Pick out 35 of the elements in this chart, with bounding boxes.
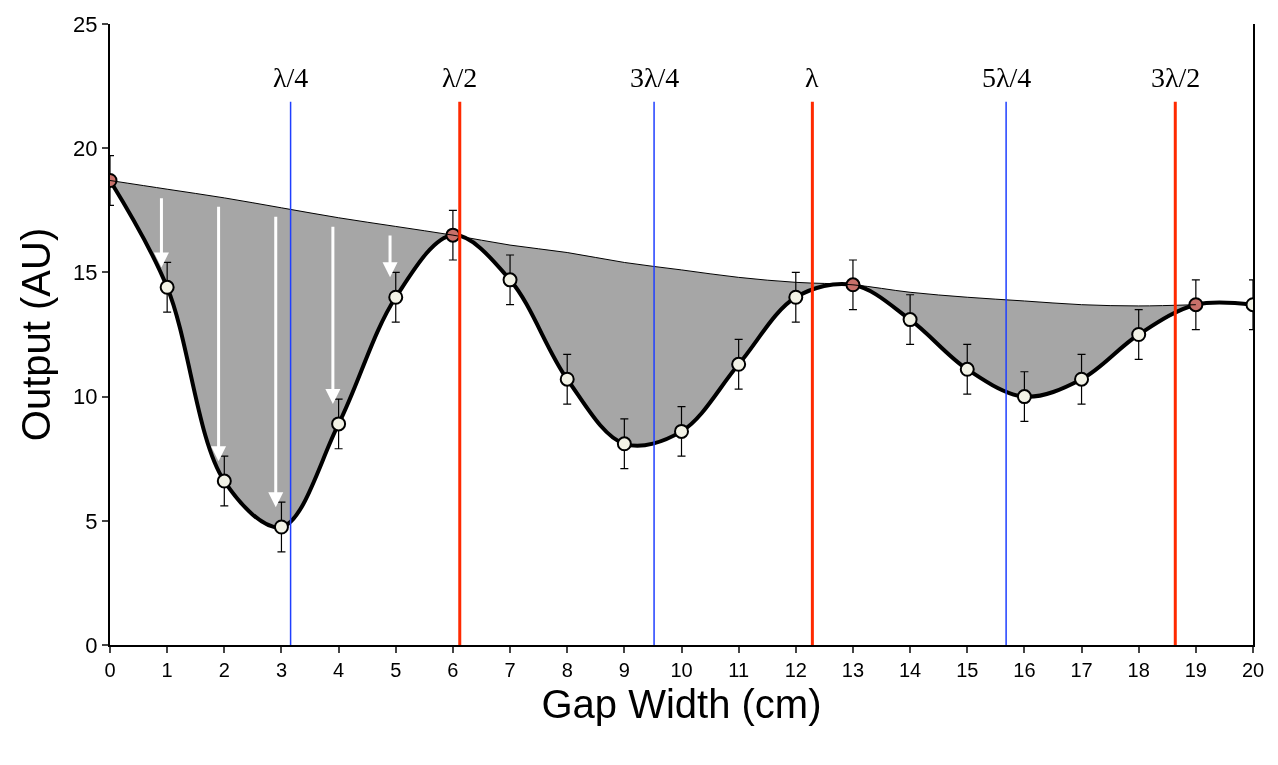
x-tick-label: 17: [1070, 659, 1093, 681]
y-tick-label: 10: [73, 384, 98, 410]
x-tick-label: 6: [447, 659, 459, 681]
ref-line-label: λ: [805, 62, 819, 93]
ref-line-label: λ/4: [273, 62, 309, 93]
x-tick-label: 3: [275, 659, 288, 681]
y-tick-label: 15: [73, 260, 98, 286]
x-tick-label: 7: [504, 659, 516, 681]
y-tick-label: 5: [85, 508, 98, 534]
x-tick-label: 0: [104, 659, 116, 681]
x-tick-label: 15: [956, 659, 979, 681]
x-tick-label: 12: [784, 659, 807, 681]
x-tick-label: 16: [1013, 659, 1036, 681]
x-tick-label: 2: [218, 659, 230, 681]
x-tick-label: 18: [1127, 659, 1150, 681]
x-tick-label: 4: [333, 659, 345, 681]
ref-line-label: 3λ/2: [1151, 62, 1201, 93]
x-tick-label: 20: [1241, 659, 1265, 681]
x-tick-label: 13: [841, 659, 865, 681]
y-axis-title: Output (AU): [14, 227, 59, 442]
x-tick-label: 9: [618, 659, 630, 681]
ref-line-label: 5λ/4: [982, 62, 1032, 93]
x-tick-label: 19: [1184, 659, 1207, 681]
x-axis-title: Gap Width (cm): [541, 682, 822, 726]
ref-line-label: λ/2: [442, 62, 478, 93]
y-tick-label: 20: [73, 135, 98, 161]
x-tick-label: 14: [898, 659, 922, 681]
x-tick-label: 5: [390, 659, 402, 681]
x-tick-label: 8: [561, 659, 573, 681]
y-tick-label: 0: [85, 632, 98, 658]
y-tick-label: 25: [73, 11, 98, 37]
x-tick-label: 10: [670, 659, 693, 681]
x-tick-label: 1: [161, 659, 173, 681]
ref-line-label: 3λ/4: [630, 62, 680, 93]
x-tick-label: 11: [728, 659, 750, 681]
